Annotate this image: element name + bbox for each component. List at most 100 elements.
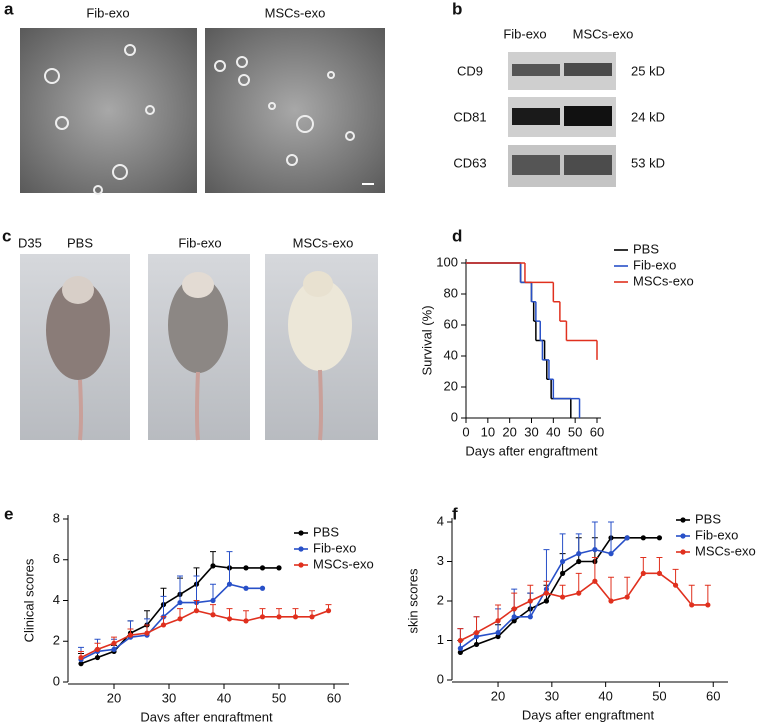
- data-point: [457, 645, 463, 652]
- y-tick-label: 0: [53, 673, 60, 688]
- data-point: [473, 630, 480, 636]
- data-point: [243, 565, 249, 571]
- column-label: Fib-exo: [503, 26, 546, 41]
- data-point: [259, 565, 266, 571]
- x-tick-label: 50: [568, 424, 582, 439]
- mouse-photo: [20, 254, 378, 441]
- legend-label: PBS: [695, 511, 721, 526]
- protein-label: CD81: [453, 109, 486, 124]
- error-bar: [575, 533, 582, 554]
- y-tick-label: 4: [437, 513, 444, 528]
- data-point: [243, 618, 249, 624]
- x-tick-label: 30: [162, 690, 176, 705]
- data-point: [210, 597, 216, 604]
- data-point: [259, 614, 266, 620]
- data-point: [576, 558, 582, 565]
- data-point: [592, 578, 598, 584]
- data-point: [309, 614, 315, 620]
- protein-label: CD63: [453, 155, 486, 170]
- data-point: [473, 633, 480, 640]
- y-tick-label: 3: [437, 553, 444, 568]
- error-bar: [495, 604, 502, 621]
- image-label: Fib-exo: [86, 5, 129, 20]
- data-point: [608, 598, 614, 604]
- series-line: [80, 609, 329, 659]
- data-point: [144, 630, 150, 636]
- legend-label: Fib-exo: [695, 527, 738, 542]
- error-bar: [226, 551, 233, 585]
- x-tick-label: 60: [590, 424, 604, 439]
- panel-label: c: [2, 226, 11, 245]
- data-point: [127, 632, 134, 638]
- x-tick-label: 0: [462, 424, 469, 439]
- legend-label: MSCs-exo: [313, 556, 374, 571]
- data-point: [560, 594, 566, 600]
- error-bar: [688, 584, 695, 605]
- day-label: D35: [18, 235, 42, 250]
- data-point: [640, 570, 646, 576]
- data-point: [640, 535, 646, 541]
- x-axis-label: Days after engraftment: [465, 443, 598, 458]
- y-tick-label: 2: [53, 633, 60, 648]
- x-tick-label: 40: [598, 688, 612, 703]
- data-point: [226, 616, 233, 622]
- data-point: [495, 633, 501, 640]
- data-point: [292, 614, 299, 620]
- x-tick-label: 20: [502, 424, 516, 439]
- panel-label: f: [452, 504, 458, 523]
- x-tick-label: 20: [491, 688, 505, 703]
- data-point: [177, 599, 183, 606]
- error-bar: [527, 584, 534, 601]
- image-label: Fib-exo: [178, 235, 221, 250]
- data-point: [689, 602, 695, 608]
- data-point: [276, 614, 282, 620]
- y-axis-label: Clinical scores: [21, 558, 36, 642]
- error-bar: [608, 521, 615, 554]
- data-point: [705, 602, 711, 608]
- data-point: [592, 547, 598, 553]
- data-point: [473, 641, 480, 648]
- data-point: [511, 618, 517, 624]
- data-point: [276, 565, 282, 571]
- error-bar: [177, 575, 183, 603]
- x-tick-label: 50: [652, 688, 666, 703]
- legend-label: MSCs-exo: [695, 543, 756, 558]
- y-tick-label: 4: [53, 592, 60, 607]
- data-point: [259, 585, 266, 591]
- data-point: [624, 594, 630, 600]
- x-tick-label: 40: [217, 690, 231, 705]
- x-tick-label: 30: [545, 688, 559, 703]
- x-tick-label: 50: [272, 690, 286, 705]
- legend-label: Fib-exo: [313, 540, 356, 555]
- x-axis-label: Days after engraftment: [140, 709, 273, 722]
- error-bar: [511, 592, 518, 609]
- y-tick-label: 6: [53, 551, 60, 566]
- image-label: PBS: [67, 235, 93, 250]
- data-point: [511, 614, 517, 620]
- data-point: [576, 551, 582, 557]
- legend-label: Fib-exo: [633, 257, 676, 272]
- data-point: [325, 608, 332, 614]
- data-point: [243, 585, 249, 591]
- error-bar: [591, 557, 598, 582]
- size-label: 25 kD: [631, 63, 665, 78]
- legend-marker: [680, 533, 686, 539]
- error-bar: [160, 595, 167, 617]
- legend-label: PBS: [313, 524, 339, 539]
- legend-marker: [298, 546, 304, 552]
- data-point: [111, 646, 117, 653]
- x-tick-label: 60: [706, 688, 720, 703]
- series-line: [460, 572, 708, 642]
- error-bar: [704, 584, 711, 605]
- data-point: [672, 582, 679, 588]
- data-point: [495, 618, 501, 624]
- series-line: [459, 537, 628, 650]
- legend-label: MSCs-exo: [633, 273, 694, 288]
- series-line: [460, 536, 660, 654]
- y-axis-label: skin scores: [405, 568, 420, 634]
- column-label: MSCs-exo: [573, 26, 634, 41]
- y-tick-label: 80: [444, 285, 458, 300]
- tem-image: [20, 28, 385, 195]
- data-point: [576, 590, 582, 596]
- data-point: [193, 608, 200, 614]
